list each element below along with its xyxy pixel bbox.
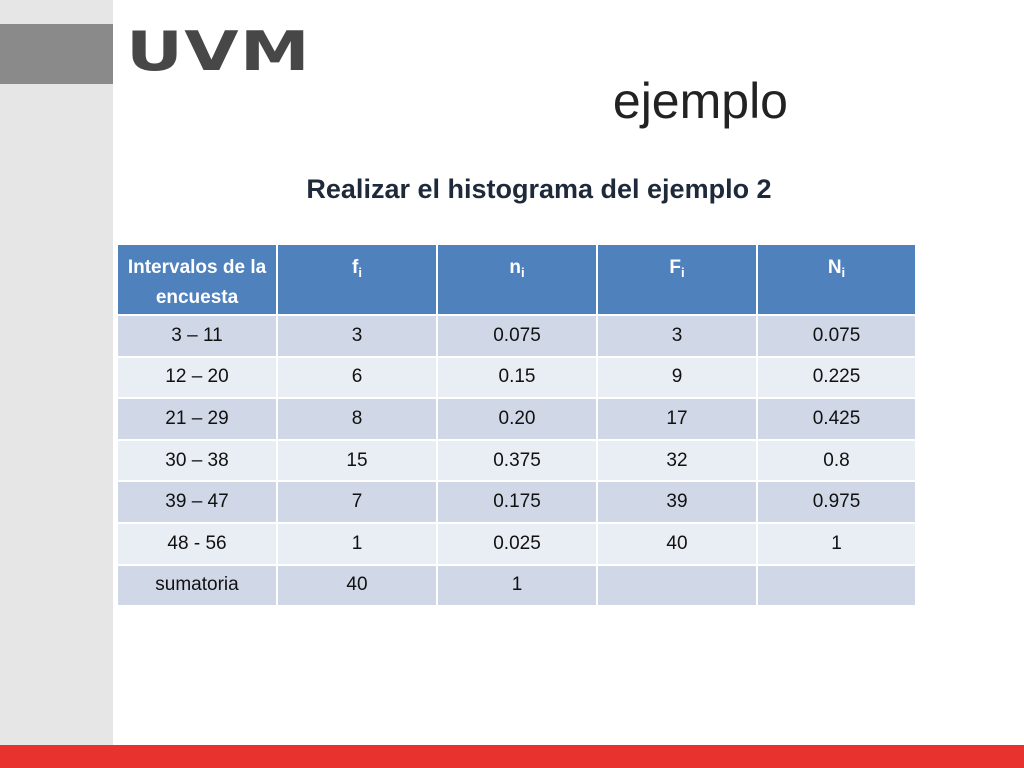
table-cell: 17: [596, 397, 758, 441]
header-label: f: [352, 257, 359, 278]
header-cell-fi: fi: [276, 243, 438, 316]
table-cell: 21 – 29: [116, 397, 278, 441]
table-cell: 9: [596, 355, 758, 400]
table-cell: 1: [436, 563, 598, 608]
header-label: Intervalos de la encuesta: [127, 257, 267, 308]
header-label: F: [669, 257, 681, 278]
table-cell: 39: [596, 480, 758, 524]
header-cell-Ni: Ni: [756, 243, 917, 316]
table-cell: 15: [276, 438, 438, 483]
table-cell: 1: [276, 521, 438, 566]
table-cell: 3 – 11: [116, 314, 278, 358]
table-row-total: sumatoria 40 1: [116, 563, 917, 608]
table-cell: 40: [276, 563, 438, 608]
table-cell: 12 – 20: [116, 355, 278, 400]
table-header-row: Intervalos de la encuesta fi ni Fi Ni: [116, 243, 917, 316]
table-cell: 0.15: [436, 355, 598, 400]
table-cell: 30 – 38: [116, 438, 278, 483]
left-sidebar-strip: [0, 0, 113, 745]
table-cell: 0.025: [436, 521, 598, 566]
logo-band: [0, 24, 113, 84]
table-row: 12 – 20 6 0.15 9 0.225: [116, 355, 917, 400]
header-label: n: [509, 257, 521, 278]
table-row: 30 – 38 15 0.375 32 0.8: [116, 438, 917, 483]
header-cell-ni: ni: [436, 243, 598, 316]
table-row: 21 – 29 8 0.20 17 0.425: [116, 397, 917, 441]
table-cell: 3: [596, 314, 758, 358]
header-cell-Fi: Fi: [596, 243, 758, 316]
table-cell: 0.225: [756, 355, 917, 400]
table-cell: 0.175: [436, 480, 598, 524]
table-cell: 7: [276, 480, 438, 524]
header-subscript: i: [680, 265, 685, 280]
header-subscript: i: [841, 265, 846, 280]
header-cell-intervals: Intervalos de la encuesta: [116, 243, 278, 316]
header-subscript: i: [358, 265, 362, 280]
table-cell: 48 - 56: [116, 521, 278, 566]
table-cell: 0.8: [756, 438, 917, 483]
table-cell: 39 – 47: [116, 480, 278, 524]
table-row: 39 – 47 7 0.175 39 0.975: [116, 480, 917, 524]
table-cell: [756, 563, 917, 608]
table-cell: 0.075: [756, 314, 917, 358]
table-cell: 0.20: [436, 397, 598, 441]
slide-title: ejemplo: [612, 73, 788, 129]
table-cell: 40: [596, 521, 758, 566]
table-cell: 8: [276, 397, 438, 441]
bottom-accent-bar: [0, 745, 1024, 768]
table-cell: [596, 563, 758, 608]
table-cell: 0.975: [756, 480, 917, 524]
table-row: 3 – 11 3 0.075 3 0.075: [116, 314, 917, 358]
table-cell: 32: [596, 438, 758, 483]
table-cell: 1: [756, 521, 917, 566]
table-cell: 0.375: [436, 438, 598, 483]
table-cell: 0.075: [436, 314, 598, 358]
table-cell: 6: [276, 355, 438, 400]
header-label: N: [827, 257, 842, 278]
table-row: 48 - 56 1 0.025 40 1: [116, 521, 917, 566]
table-cell: sumatoria: [116, 563, 278, 608]
uvm-logo: UVM: [126, 20, 312, 83]
header-subscript: i: [520, 265, 525, 280]
frequency-table: Intervalos de la encuesta fi ni Fi Ni 3 …: [116, 243, 917, 608]
table-cell: 3: [276, 314, 438, 358]
table-cell: 0.425: [756, 397, 917, 441]
slide-subtitle: Realizar el histograma del ejemplo 2: [306, 174, 772, 204]
